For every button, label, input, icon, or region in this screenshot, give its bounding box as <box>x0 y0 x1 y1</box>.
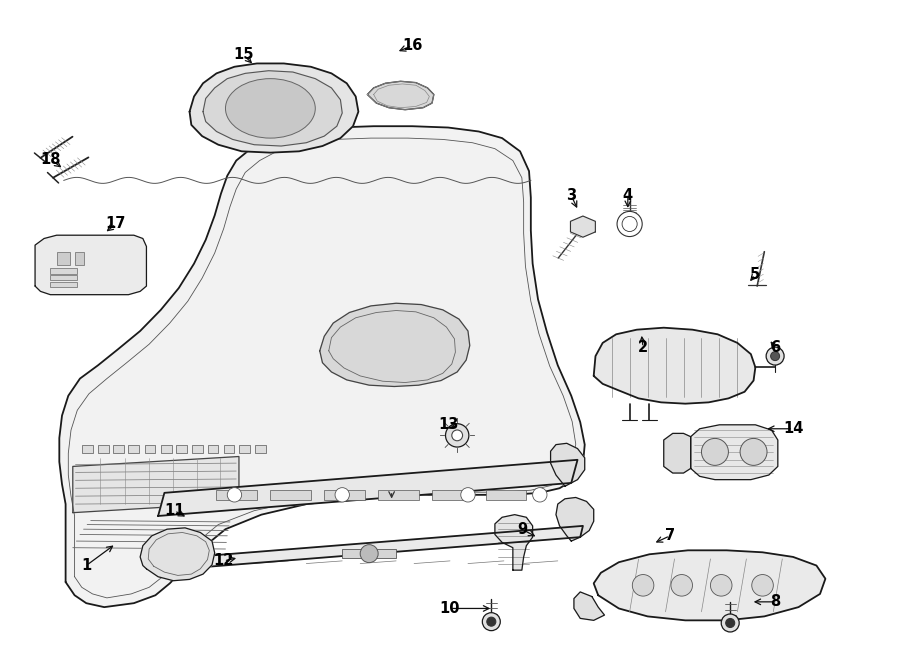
Bar <box>342 549 396 558</box>
Polygon shape <box>59 126 585 607</box>
Bar <box>224 445 235 453</box>
Bar <box>193 445 203 453</box>
Bar <box>255 445 266 453</box>
Circle shape <box>228 488 241 502</box>
Circle shape <box>335 488 349 502</box>
Text: 17: 17 <box>105 216 126 232</box>
Circle shape <box>752 575 773 596</box>
Circle shape <box>533 488 547 502</box>
Circle shape <box>360 545 378 563</box>
Polygon shape <box>495 514 533 570</box>
Circle shape <box>482 613 500 631</box>
Text: 3: 3 <box>566 188 576 203</box>
Text: 11: 11 <box>164 503 184 518</box>
Bar <box>129 445 140 453</box>
Polygon shape <box>140 528 215 581</box>
Text: 7: 7 <box>665 528 675 544</box>
Bar <box>50 268 77 273</box>
Text: 8: 8 <box>770 594 780 609</box>
Text: 13: 13 <box>438 417 458 432</box>
Text: 1: 1 <box>81 558 92 573</box>
Circle shape <box>461 488 475 502</box>
Polygon shape <box>367 81 434 110</box>
Polygon shape <box>556 497 594 541</box>
Circle shape <box>721 614 739 632</box>
Text: 14: 14 <box>783 421 804 436</box>
Bar <box>176 445 187 453</box>
Bar <box>50 282 77 287</box>
Polygon shape <box>35 235 147 295</box>
Bar <box>145 445 156 453</box>
Polygon shape <box>574 592 605 620</box>
Circle shape <box>701 438 728 465</box>
Bar <box>50 275 77 280</box>
Text: 10: 10 <box>440 601 460 616</box>
Bar <box>161 445 172 453</box>
Bar <box>208 445 219 453</box>
Text: 15: 15 <box>233 48 254 62</box>
Circle shape <box>446 424 469 447</box>
Polygon shape <box>199 526 583 567</box>
Circle shape <box>617 211 643 236</box>
Text: 2: 2 <box>638 340 648 355</box>
Circle shape <box>740 438 767 465</box>
Text: 9: 9 <box>517 522 526 537</box>
Text: 5: 5 <box>751 267 760 283</box>
Bar <box>432 489 473 500</box>
Bar <box>75 252 84 265</box>
Bar <box>82 445 93 453</box>
Polygon shape <box>664 434 690 473</box>
Polygon shape <box>594 328 755 404</box>
Text: 6: 6 <box>770 340 780 355</box>
Circle shape <box>670 575 692 596</box>
Circle shape <box>770 352 779 361</box>
Circle shape <box>487 617 496 626</box>
Polygon shape <box>158 460 578 516</box>
Polygon shape <box>571 216 596 237</box>
Text: 4: 4 <box>623 188 633 203</box>
Circle shape <box>452 430 463 441</box>
Polygon shape <box>190 64 358 153</box>
Circle shape <box>710 575 732 596</box>
Circle shape <box>766 347 784 365</box>
Polygon shape <box>690 425 778 480</box>
Ellipse shape <box>226 79 315 138</box>
Polygon shape <box>73 457 238 512</box>
Circle shape <box>622 216 637 232</box>
Text: 12: 12 <box>213 553 234 569</box>
Circle shape <box>725 618 734 628</box>
Bar <box>378 489 419 500</box>
Polygon shape <box>203 71 342 146</box>
Bar <box>486 489 526 500</box>
Bar <box>238 445 249 453</box>
Bar <box>57 252 70 265</box>
Text: 16: 16 <box>402 38 422 53</box>
Bar <box>217 489 256 500</box>
Bar <box>113 445 124 453</box>
Bar <box>270 489 310 500</box>
Bar <box>324 489 365 500</box>
Circle shape <box>633 575 654 596</box>
Text: 18: 18 <box>40 152 60 167</box>
Polygon shape <box>551 444 585 487</box>
Polygon shape <box>594 550 825 620</box>
Bar <box>98 445 109 453</box>
Polygon shape <box>320 303 470 387</box>
